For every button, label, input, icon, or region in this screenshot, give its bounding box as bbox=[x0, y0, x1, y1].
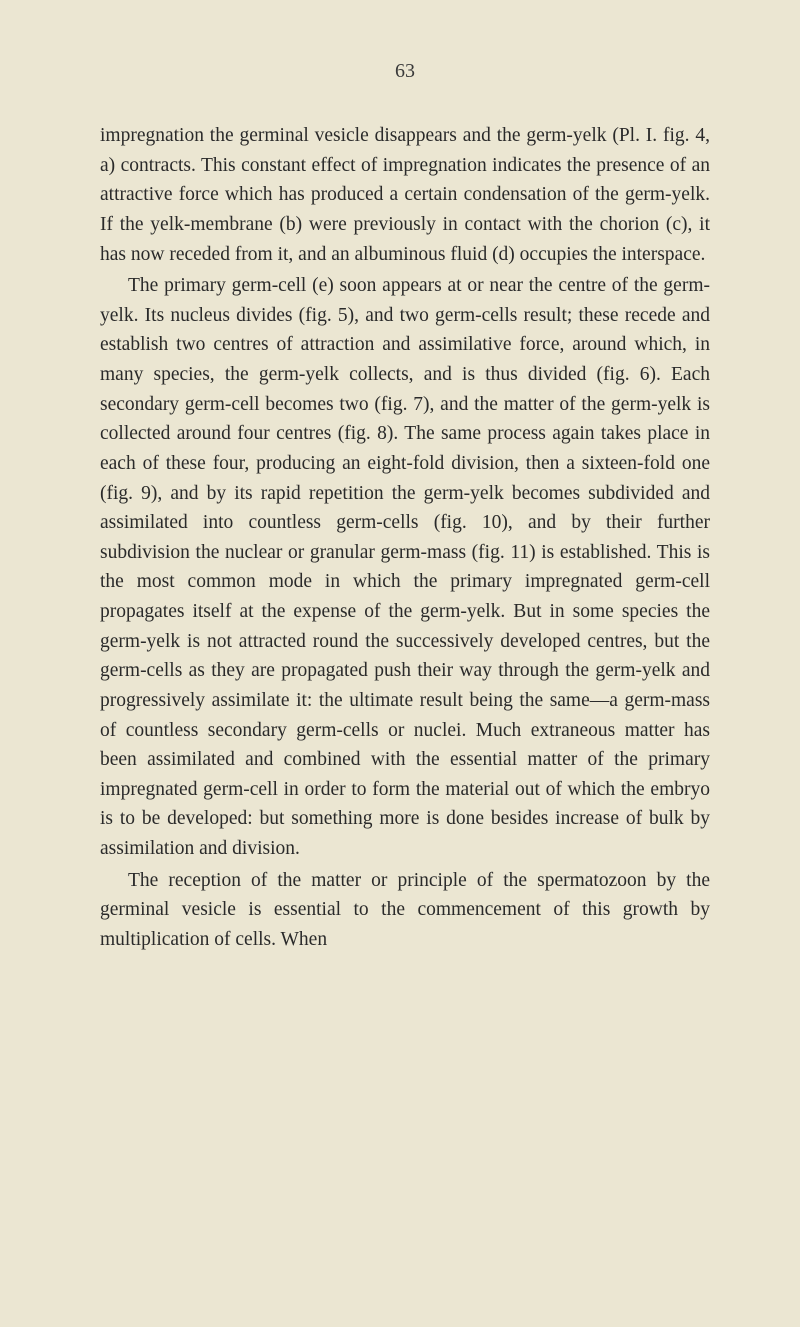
body-text-container: impregnation the germinal vesicle disapp… bbox=[100, 121, 710, 955]
paragraph-3: The reception of the matter or principle… bbox=[100, 866, 710, 955]
paragraph-2: The primary germ-cell (e) soon appears a… bbox=[100, 271, 710, 864]
page-number: 63 bbox=[100, 60, 710, 83]
paragraph-1: impregnation the germinal vesicle disapp… bbox=[100, 121, 710, 269]
